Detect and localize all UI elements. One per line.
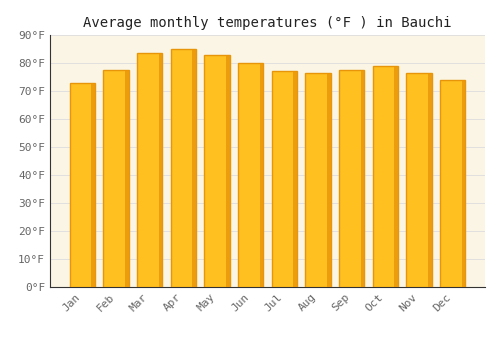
Bar bbox=[306, 73, 330, 287]
Bar bbox=[137, 53, 162, 287]
Bar bbox=[293, 71, 297, 287]
Bar bbox=[104, 70, 128, 287]
Title: Average monthly temperatures (°F ) in Bauchi: Average monthly temperatures (°F ) in Ba… bbox=[83, 16, 452, 30]
Bar bbox=[170, 49, 196, 287]
Bar bbox=[204, 55, 230, 287]
Bar bbox=[372, 66, 398, 287]
Bar bbox=[428, 73, 432, 287]
Bar bbox=[327, 73, 330, 287]
Bar bbox=[125, 70, 128, 287]
Bar bbox=[394, 66, 398, 287]
Bar bbox=[70, 83, 95, 287]
Bar bbox=[440, 80, 465, 287]
Bar bbox=[339, 70, 364, 287]
Bar bbox=[462, 80, 465, 287]
Bar bbox=[238, 63, 264, 287]
Bar bbox=[272, 71, 297, 287]
Bar bbox=[192, 49, 196, 287]
Bar bbox=[92, 83, 95, 287]
Bar bbox=[406, 73, 432, 287]
Bar bbox=[360, 70, 364, 287]
Bar bbox=[226, 55, 230, 287]
Bar bbox=[158, 53, 162, 287]
Bar bbox=[260, 63, 264, 287]
